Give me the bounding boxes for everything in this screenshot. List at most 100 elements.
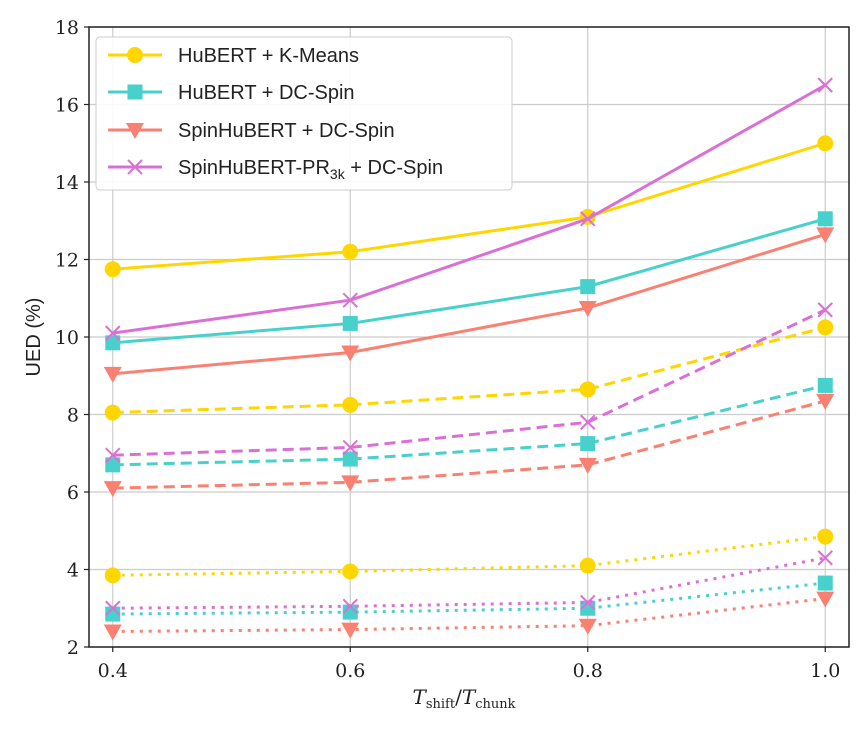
series-1	[105, 211, 833, 351]
series-line	[112, 232, 826, 376]
data-point	[816, 591, 835, 608]
legend-label-hubert-dcspin: HuBERT + DC-Spin	[178, 82, 355, 104]
legend-item	[108, 123, 162, 139]
legend-item	[108, 47, 162, 63]
series-line	[112, 325, 826, 415]
data-point	[341, 345, 360, 362]
x-tick-label: 0.6	[335, 660, 365, 682]
data-point	[342, 315, 358, 331]
data-point	[105, 606, 121, 622]
legend-label-spinhubert-pr3k-dcspin: SpinHuBERT-PR3k + DC-Spin	[178, 157, 443, 182]
data-point	[817, 135, 834, 152]
data-point	[105, 325, 121, 341]
data-point	[580, 211, 596, 227]
series-line	[112, 556, 826, 610]
data-point	[342, 396, 359, 413]
series-layer	[103, 77, 835, 641]
series-line	[112, 399, 826, 490]
y-tick-label: 10	[55, 327, 79, 349]
data-point	[103, 481, 122, 498]
legend-item	[108, 159, 162, 175]
series-line	[112, 535, 826, 577]
series-line	[112, 581, 826, 616]
data-point	[342, 604, 358, 620]
data-point	[817, 319, 834, 336]
data-point	[817, 528, 834, 545]
legend-marker-swatch	[127, 47, 143, 63]
data-point	[104, 404, 121, 421]
data-point	[816, 227, 835, 244]
x-tick-label: 0.4	[98, 660, 128, 682]
series-6	[103, 393, 835, 498]
legend-marker-swatch	[127, 84, 143, 100]
data-point	[580, 414, 596, 430]
x-axis-label-sub-right: chunk	[475, 697, 515, 712]
x-axis-label-sep: /	[455, 685, 462, 709]
data-point	[342, 243, 359, 260]
data-point	[104, 567, 121, 584]
data-point	[580, 594, 596, 611]
y-tick-label: 14	[55, 172, 79, 194]
legend-label-spinhubert-dcspin: SpinHuBERT + DC-Spin	[178, 120, 395, 142]
data-point	[580, 436, 596, 452]
series-3	[105, 77, 833, 341]
data-point	[817, 377, 833, 393]
y-tick-label: 16	[55, 95, 79, 117]
x-tick-label: 1.0	[810, 660, 840, 682]
series-5	[105, 377, 833, 473]
data-point	[342, 563, 359, 580]
series-9	[105, 575, 833, 622]
legend-marker-swatch	[126, 123, 144, 139]
y-tick-label: 12	[55, 250, 79, 272]
y-axis-label: UED (%)	[23, 298, 45, 377]
data-point	[105, 457, 121, 473]
data-point	[105, 335, 121, 351]
series-line	[112, 217, 826, 345]
data-point	[816, 393, 835, 410]
data-point	[817, 575, 833, 591]
data-point	[342, 451, 358, 467]
y-tick-label: 6	[67, 482, 79, 504]
x-axis-label-main-left: T	[413, 685, 428, 709]
legend-label-pr-sub: 3k	[330, 166, 346, 182]
data-point	[103, 366, 122, 383]
data-point	[342, 439, 358, 456]
series-10	[103, 591, 835, 641]
x-axis-label-main-right: T	[462, 685, 477, 709]
data-point	[341, 622, 360, 639]
data-point	[579, 557, 596, 574]
data-point	[578, 457, 597, 474]
legend-item	[108, 84, 162, 100]
legend-box	[95, 36, 513, 191]
data-point	[579, 381, 596, 398]
data-point	[342, 598, 358, 615]
data-point	[342, 292, 358, 308]
series-4	[104, 319, 834, 421]
series-line	[112, 308, 826, 457]
series-line	[112, 597, 826, 633]
x-axis-label-sub-left: shift	[426, 697, 456, 712]
legend-label-pr-main: SpinHuBERT-PR	[178, 157, 330, 179]
y-tick-label: 8	[67, 405, 79, 427]
y-tick-label: 2	[67, 637, 79, 659]
data-point	[580, 600, 596, 616]
data-point	[817, 211, 833, 227]
legend-marker-swatch	[127, 159, 143, 175]
data-point	[580, 279, 596, 295]
legend: HuBERT + K-Means HuBERT + DC-Spin SpinHu…	[95, 36, 513, 191]
data-point	[103, 624, 122, 641]
series-line	[112, 83, 826, 335]
y-tick-label: 18	[55, 17, 79, 39]
data-point	[817, 550, 833, 566]
data-point	[817, 302, 833, 318]
series-2	[103, 227, 835, 383]
series-line	[112, 141, 826, 271]
series-0	[104, 135, 834, 278]
x-axis-label: Tshift/Tchunk	[413, 685, 516, 712]
axis-ticks: 0.4 0.6 0.8 1.0 2 4 6 8 10 12 14 16 18	[55, 17, 841, 682]
data-point	[578, 300, 597, 317]
series-line	[112, 383, 826, 467]
series-8	[104, 528, 834, 584]
data-point	[105, 447, 121, 463]
